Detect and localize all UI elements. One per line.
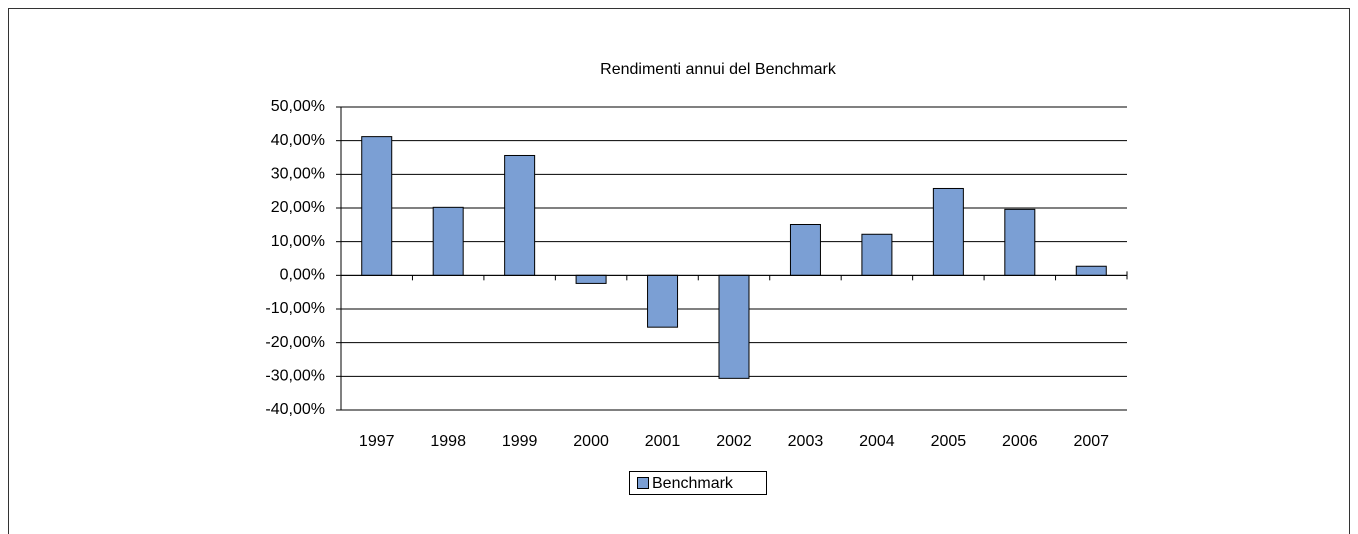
y-tick-label: 40,00% <box>271 132 325 149</box>
x-tick-label: 2003 <box>788 433 824 450</box>
bar <box>1004 208 1036 276</box>
legend-swatch <box>637 477 649 489</box>
bar <box>647 274 679 328</box>
x-tick-label: 1998 <box>430 433 466 450</box>
x-tick-label: 2000 <box>573 433 609 450</box>
legend-label: Benchmark <box>652 475 734 492</box>
legend-box <box>629 471 767 495</box>
bar <box>861 233 893 276</box>
bar <box>361 136 393 276</box>
y-tick-label: -30,00% <box>265 368 325 385</box>
bar <box>575 274 607 284</box>
y-tick-label: 0,00% <box>280 267 325 284</box>
x-tick-label: 2001 <box>645 433 681 450</box>
bar <box>432 206 464 276</box>
x-tick-label: 2006 <box>1002 433 1038 450</box>
x-tick-label: 2002 <box>716 433 752 450</box>
chart-title: Rendimenti annui del Benchmark <box>600 61 837 78</box>
bar <box>789 223 821 276</box>
chart-frame <box>8 8 1350 534</box>
y-tick-label: -20,00% <box>265 334 325 351</box>
bar <box>1075 265 1107 276</box>
bar <box>932 187 964 276</box>
y-tick-label: -40,00% <box>265 401 325 418</box>
y-tick-label: 10,00% <box>271 233 325 250</box>
x-tick-label: 2004 <box>859 433 895 450</box>
x-tick-label: 1997 <box>359 433 395 450</box>
y-tick-label: 20,00% <box>271 199 325 216</box>
y-tick-label: 50,00% <box>271 98 325 115</box>
x-tick-label: 2005 <box>931 433 967 450</box>
bar <box>718 274 750 379</box>
y-tick-label: 30,00% <box>271 166 325 183</box>
x-tick-label: 2007 <box>1073 433 1109 450</box>
x-tick-label: 1999 <box>502 433 538 450</box>
y-tick-label: -10,00% <box>265 300 325 317</box>
bar <box>504 154 536 276</box>
